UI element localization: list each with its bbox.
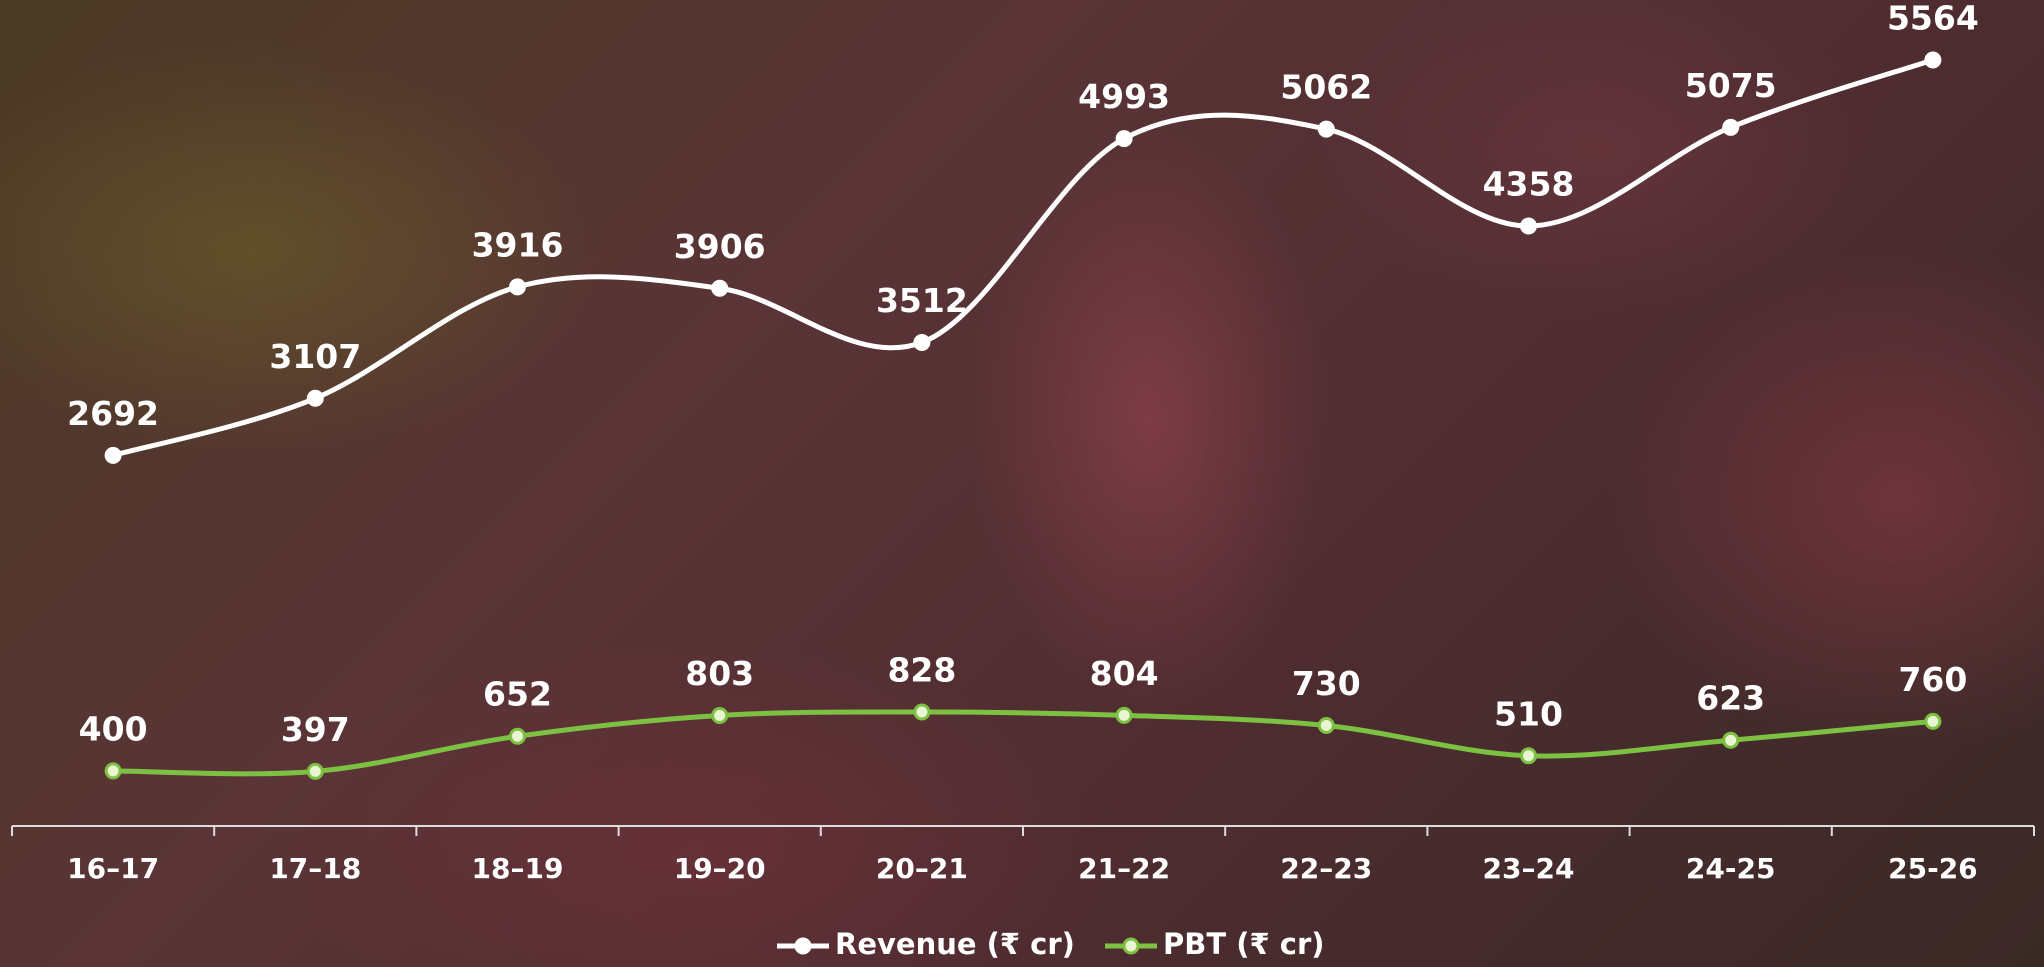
x-tick-label: 16–17 [67, 852, 159, 885]
data-label: 3512 [876, 281, 968, 320]
data-label: 730 [1292, 664, 1361, 703]
legend-marker [1122, 937, 1140, 955]
data-point [509, 727, 526, 745]
data-label: 804 [1090, 654, 1159, 693]
data-point [1115, 130, 1133, 148]
series-line [113, 709, 1934, 777]
data-point [913, 703, 931, 721]
data-point [1317, 120, 1335, 138]
data-point [104, 762, 122, 780]
data-label: 400 [79, 709, 148, 748]
data-point [1115, 706, 1133, 724]
data-point [1520, 747, 1537, 765]
x-tick-label: 20–21 [876, 852, 968, 885]
data-point [1924, 51, 1942, 69]
x-tick-label: 24-25 [1686, 852, 1776, 885]
data-point [509, 278, 526, 296]
data-point [1722, 731, 1740, 749]
data-label: 3107 [269, 337, 361, 376]
data-point [711, 279, 729, 297]
x-tick-label: 25-26 [1888, 852, 1978, 885]
data-label: 623 [1696, 679, 1765, 718]
data-point [711, 706, 729, 724]
data-label: 828 [887, 651, 956, 690]
data-point [104, 446, 122, 464]
x-tick-label: 23–24 [1483, 852, 1575, 885]
data-point [306, 762, 324, 780]
legend-label: PBT (₹ cr) [1163, 927, 1325, 961]
data-label: 2692 [67, 394, 159, 433]
data-label: 803 [685, 654, 754, 693]
legend-label: Revenue (₹ cr) [835, 927, 1075, 961]
data-label: 3916 [472, 225, 564, 264]
data-label: 4993 [1078, 77, 1170, 116]
x-tick-label: 21–22 [1078, 852, 1170, 885]
data-label: 397 [281, 710, 350, 749]
data-point [1722, 118, 1740, 136]
series-line [112, 57, 1934, 458]
data-point [1924, 712, 1942, 730]
legend-marker [794, 937, 812, 955]
data-point [1317, 717, 1335, 735]
data-label: 3906 [674, 227, 766, 266]
data-point [306, 389, 324, 407]
data-point [913, 334, 931, 352]
x-tick-label: 22–23 [1280, 852, 1372, 885]
data-label: 510 [1494, 694, 1563, 733]
data-label: 5062 [1280, 68, 1372, 107]
data-label: 4358 [1483, 165, 1575, 204]
data-label: 5075 [1685, 66, 1777, 105]
x-tick-label: 17–18 [269, 852, 361, 885]
x-tick-label: 19–20 [674, 852, 766, 885]
data-label: 760 [1898, 660, 1967, 699]
data-label: 5564 [1887, 0, 1979, 38]
x-tick-label: 18–19 [472, 852, 564, 885]
data-label: 652 [483, 675, 552, 714]
data-point [1520, 217, 1537, 235]
